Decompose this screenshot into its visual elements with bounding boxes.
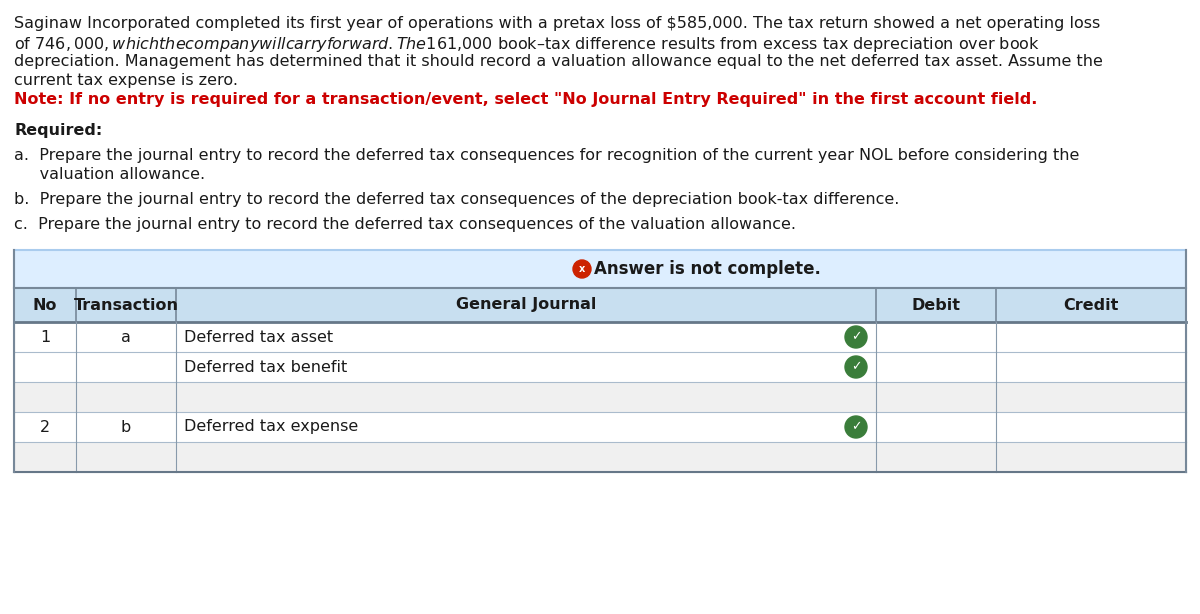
Text: ✓: ✓	[851, 360, 862, 373]
Bar	[14, 250, 1186, 288]
Text: Deferred tax expense: Deferred tax expense	[184, 419, 359, 435]
Bar	[14, 352, 1186, 382]
Text: current tax expense is zero.: current tax expense is zero.	[14, 73, 238, 88]
Text: b: b	[121, 419, 131, 435]
Text: Answer is not complete.: Answer is not complete.	[594, 260, 821, 278]
Text: of $746,000, which the company will carry forward. The $161,000 book–tax differe: of $746,000, which the company will carr…	[14, 35, 1040, 54]
Text: b.  Prepare the journal entry to record the deferred tax consequences of the dep: b. Prepare the journal entry to record t…	[14, 192, 899, 207]
Text: c.  Prepare the journal entry to record the deferred tax consequences of the val: c. Prepare the journal entry to record t…	[14, 217, 796, 232]
Circle shape	[845, 326, 866, 348]
Text: Saginaw Incorporated completed its first year of operations with a pretax loss o: Saginaw Incorporated completed its first…	[14, 16, 1100, 31]
Text: Required:: Required:	[14, 123, 102, 138]
Bar	[14, 382, 1186, 412]
Text: No: No	[32, 298, 58, 313]
Text: a: a	[121, 330, 131, 344]
Text: Credit: Credit	[1063, 298, 1118, 313]
Bar	[14, 412, 1186, 442]
Text: 1: 1	[40, 330, 50, 344]
Text: depreciation. Management has determined that it should record a valuation allowa: depreciation. Management has determined …	[14, 54, 1103, 69]
Circle shape	[845, 416, 866, 438]
Text: General Journal: General Journal	[456, 298, 596, 313]
Text: Deferred tax asset: Deferred tax asset	[184, 330, 334, 344]
Text: valuation allowance.: valuation allowance.	[14, 167, 205, 182]
Text: 2: 2	[40, 419, 50, 435]
Circle shape	[845, 356, 866, 378]
Circle shape	[574, 260, 592, 278]
Text: Deferred tax benefit: Deferred tax benefit	[184, 360, 347, 375]
Text: Debit: Debit	[912, 298, 960, 313]
Text: Note: If no entry is required for a transaction/event, select "No Journal Entry : Note: If no entry is required for a tran…	[14, 92, 1037, 107]
Text: ✓: ✓	[851, 330, 862, 343]
Text: a.  Prepare the journal entry to record the deferred tax consequences for recogn: a. Prepare the journal entry to record t…	[14, 148, 1079, 163]
Text: x: x	[578, 264, 586, 274]
Bar	[14, 322, 1186, 352]
Text: ✓: ✓	[851, 421, 862, 433]
Bar	[14, 288, 1186, 322]
Bar	[14, 442, 1186, 472]
Text: Transaction: Transaction	[73, 298, 179, 313]
